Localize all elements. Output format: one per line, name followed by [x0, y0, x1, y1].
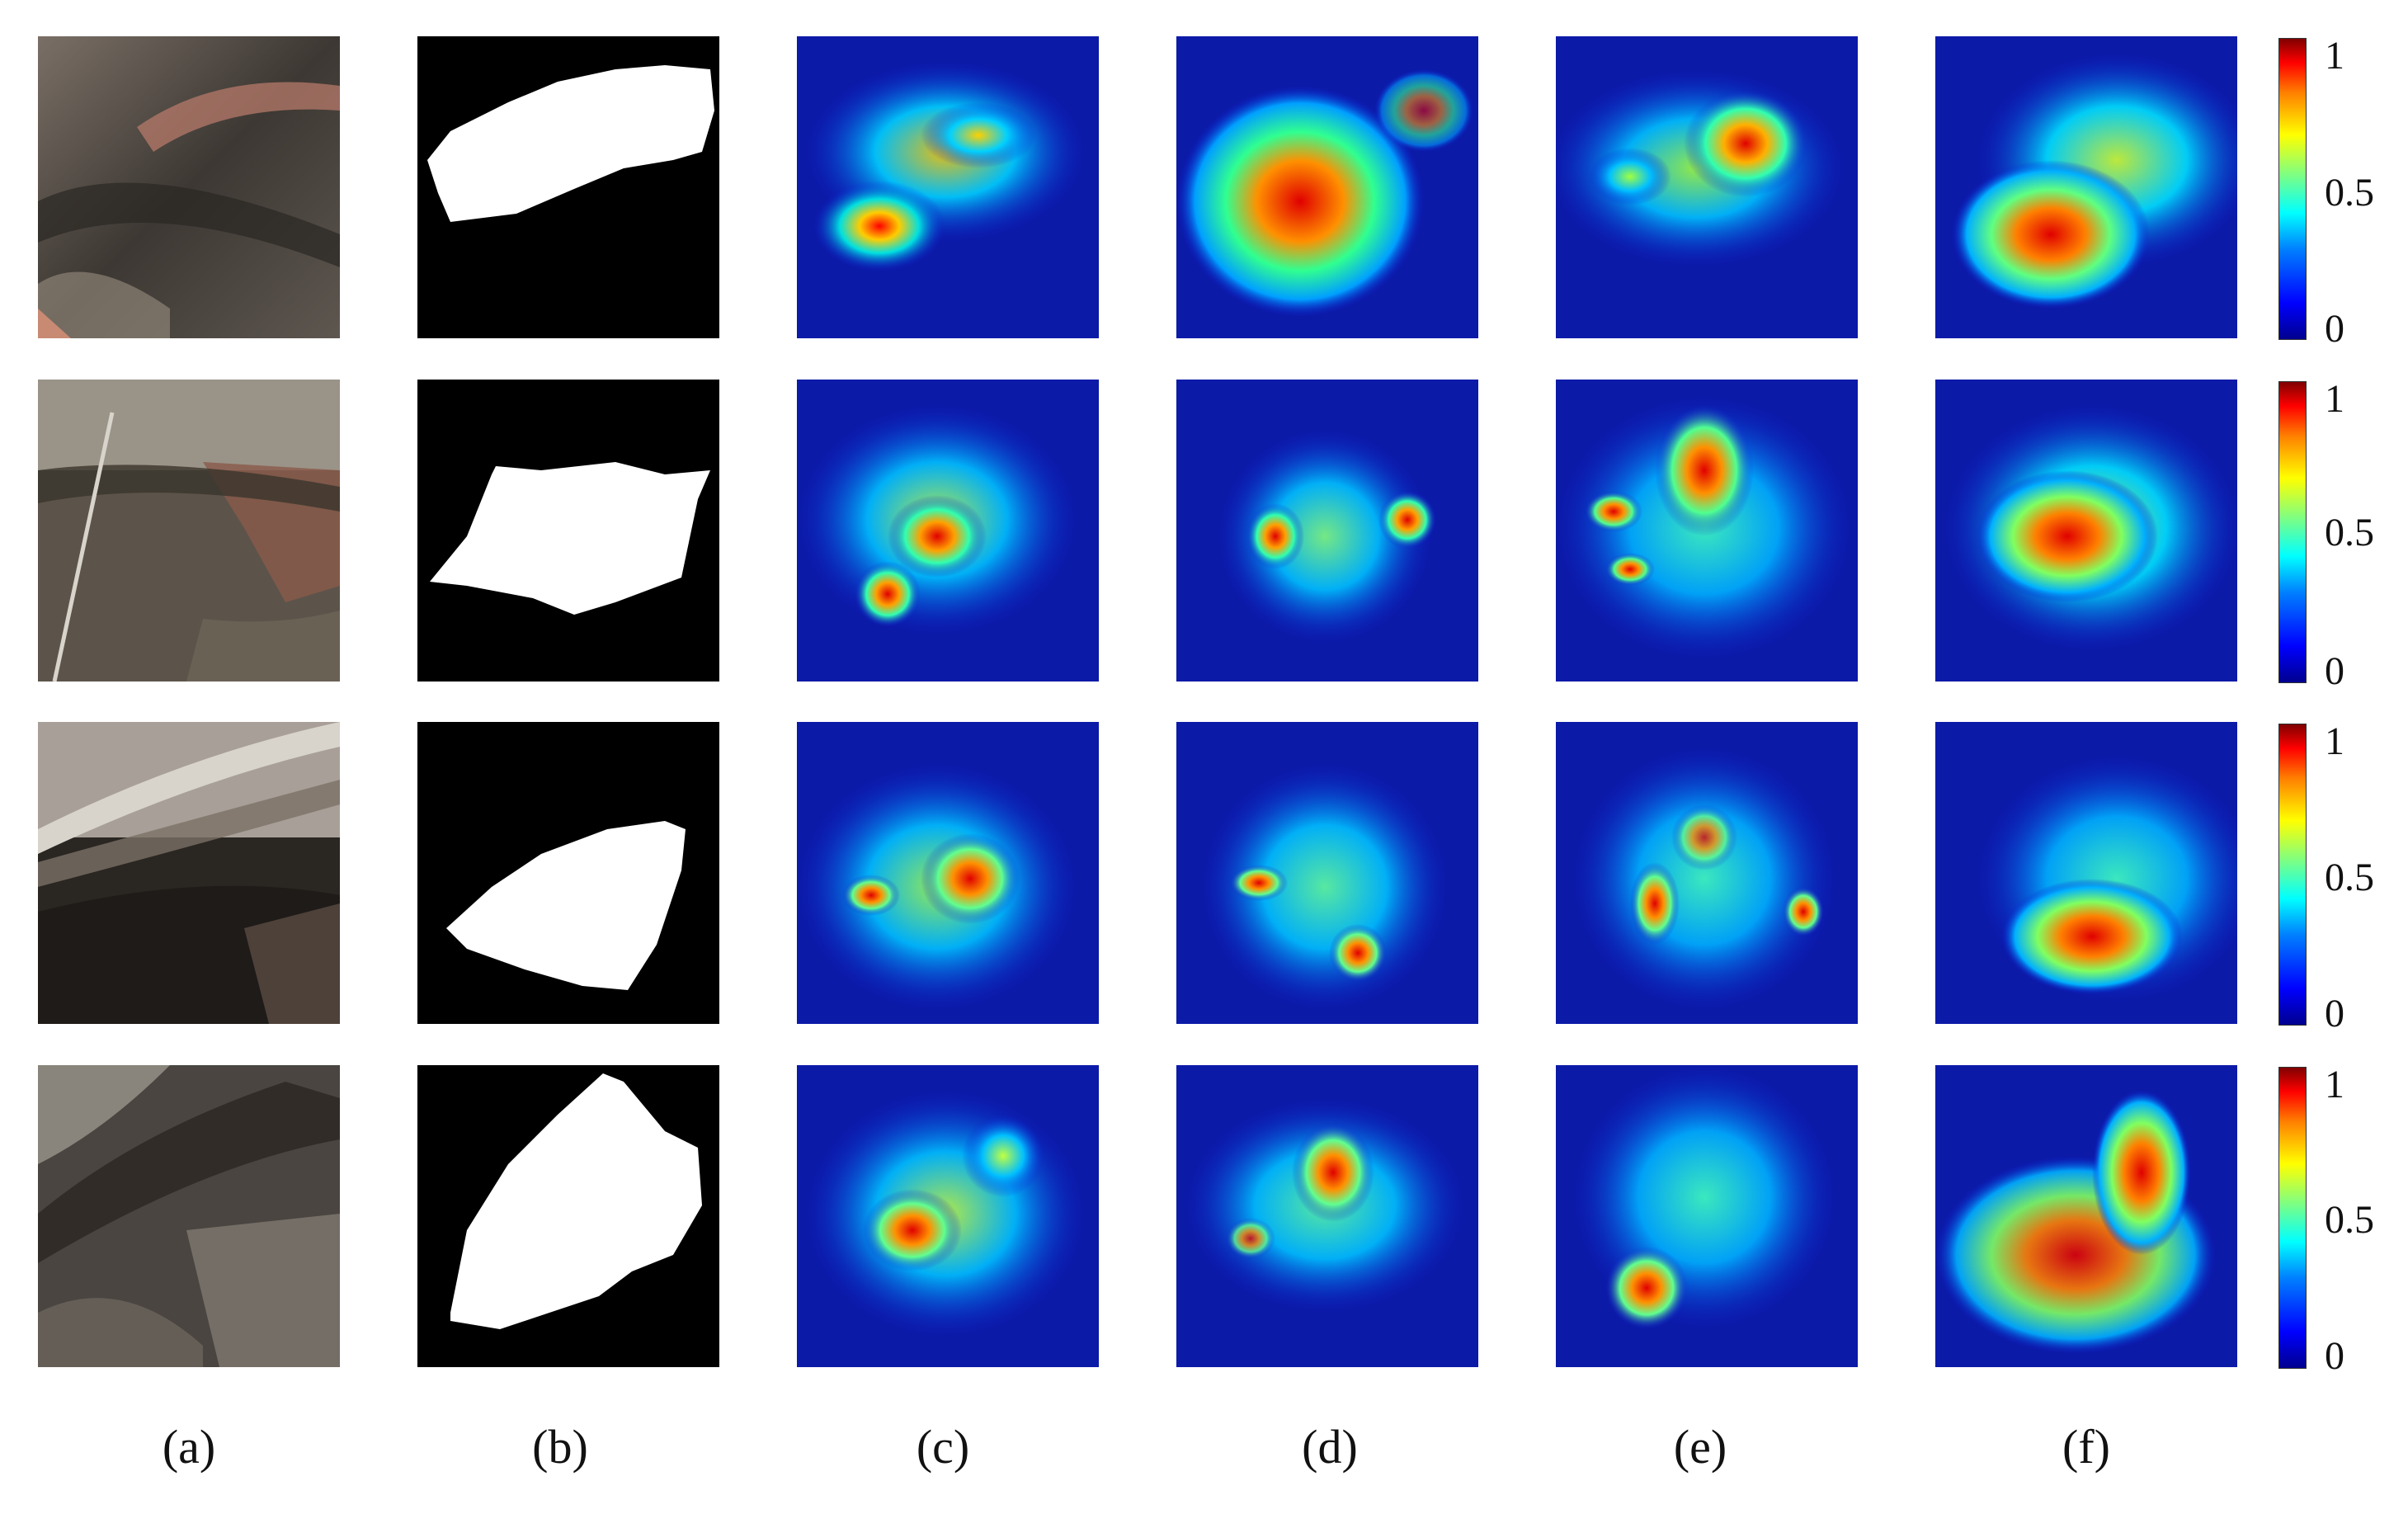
- colorbar-tick-mid: 0.5: [2325, 1198, 2374, 1242]
- colorbar-tick-min: 0: [2325, 649, 2344, 693]
- heatmap-e-row2: [1556, 380, 1858, 682]
- heatmap-d-row2: [1176, 380, 1478, 682]
- heatmap-d-row3: [1176, 722, 1478, 1024]
- heatmap-d-row1: [1176, 36, 1478, 338]
- colorbar-row1: [2278, 38, 2307, 340]
- panel-label-f: (f): [2062, 1420, 2110, 1474]
- colorbar-tick-min: 0: [2325, 992, 2344, 1035]
- heatmap-e-row3: [1556, 722, 1858, 1024]
- satellite-image-row2: [38, 380, 340, 682]
- heatmap-c-row1: [797, 36, 1099, 338]
- colorbar-row3: [2278, 724, 2307, 1026]
- panel-label-c: (c): [916, 1420, 970, 1474]
- colorbar-tick-max: 1: [2325, 1063, 2344, 1106]
- panel-label-a: (a): [162, 1420, 216, 1474]
- heatmap-c-row4: [797, 1065, 1099, 1367]
- mask-image-row1: [417, 36, 719, 338]
- heatmap-f-row1: [1935, 36, 2237, 338]
- panel-label-d: (d): [1302, 1420, 1358, 1474]
- colorbar-row4: [2278, 1067, 2307, 1369]
- heatmap-e-row1: [1556, 36, 1858, 338]
- satellite-image-row1: [38, 36, 340, 338]
- mask-image-row2: [417, 380, 719, 682]
- colorbar-tick-mid: 0.5: [2325, 171, 2374, 215]
- heatmap-c-row3: [797, 722, 1099, 1024]
- heatmap-f-row3: [1935, 722, 2237, 1024]
- colorbar-row2: [2278, 381, 2307, 683]
- heatmap-c-row2: [797, 380, 1099, 682]
- colorbar-tick-max: 1: [2325, 34, 2344, 78]
- colorbar-tick-mid: 0.5: [2325, 856, 2374, 899]
- mask-image-row3: [417, 722, 719, 1024]
- colorbar-tick-max: 1: [2325, 377, 2344, 421]
- satellite-image-row3: [38, 722, 340, 1024]
- mask-image-row4: [417, 1065, 719, 1367]
- panel-label-e: (e): [1673, 1420, 1727, 1474]
- colorbar-tick-min: 0: [2325, 307, 2344, 351]
- heatmap-e-row4: [1556, 1065, 1858, 1367]
- heatmap-d-row4: [1176, 1065, 1478, 1367]
- colorbar-tick-min: 0: [2325, 1334, 2344, 1378]
- heatmap-f-row4: [1935, 1065, 2237, 1367]
- colorbar-tick-max: 1: [2325, 719, 2344, 763]
- colorbar-tick-mid: 0.5: [2325, 511, 2374, 554]
- panel-label-b: (b): [532, 1420, 588, 1474]
- heatmap-f-row2: [1935, 380, 2237, 682]
- satellite-image-row4: [38, 1065, 340, 1367]
